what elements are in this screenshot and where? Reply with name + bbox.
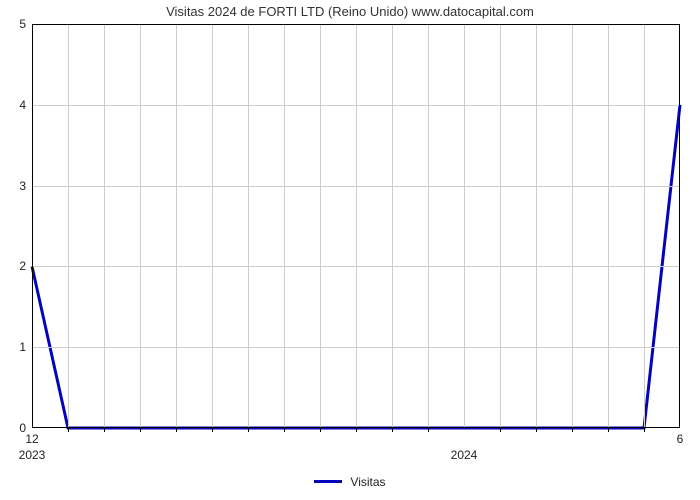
chart-container: Visitas 2024 de FORTI LTD (Reino Unido) … bbox=[0, 0, 700, 500]
x-minor-tick bbox=[536, 428, 537, 432]
gridline-vertical bbox=[464, 24, 465, 428]
x-minor-tick bbox=[392, 428, 393, 432]
x-minor-tick bbox=[284, 428, 285, 432]
gridline-vertical bbox=[428, 24, 429, 428]
x-minor-tick bbox=[320, 428, 321, 432]
x-major-label: 2024 bbox=[451, 448, 478, 462]
x-minor-tick bbox=[572, 428, 573, 432]
gridline-vertical bbox=[248, 24, 249, 428]
x-minor-tick bbox=[608, 428, 609, 432]
x-minor-tick bbox=[428, 428, 429, 432]
y-tick-label: 1 bbox=[19, 340, 26, 354]
axis-line bbox=[32, 24, 33, 428]
axis-line bbox=[679, 24, 680, 428]
gridline-vertical bbox=[176, 24, 177, 428]
x-minor-tick bbox=[68, 428, 69, 432]
x-minor-tick bbox=[212, 428, 213, 432]
x-minor-tick bbox=[248, 428, 249, 432]
axis-line bbox=[32, 24, 680, 25]
gridline-vertical bbox=[500, 24, 501, 428]
gridline-vertical bbox=[572, 24, 573, 428]
gridline-vertical bbox=[68, 24, 69, 428]
x-minor-tick bbox=[176, 428, 177, 432]
y-tick-label: 5 bbox=[19, 17, 26, 31]
x-minor-tick bbox=[356, 428, 357, 432]
legend-label: Visitas bbox=[350, 475, 385, 489]
x-minor-tick bbox=[500, 428, 501, 432]
y-tick-label: 3 bbox=[19, 179, 26, 193]
gridline-vertical bbox=[356, 24, 357, 428]
gridline-vertical bbox=[320, 24, 321, 428]
x-minor-tick bbox=[140, 428, 141, 432]
x-tick-label: 6 bbox=[677, 432, 684, 446]
plot-area: 01234512620232024 bbox=[32, 24, 680, 428]
x-minor-tick bbox=[104, 428, 105, 432]
chart-title: Visitas 2024 de FORTI LTD (Reino Unido) … bbox=[0, 4, 700, 19]
gridline-vertical bbox=[140, 24, 141, 428]
gridline-vertical bbox=[644, 24, 645, 428]
x-major-label: 2023 bbox=[19, 448, 46, 462]
legend: Visitas bbox=[0, 474, 700, 489]
y-tick-label: 2 bbox=[19, 259, 26, 273]
gridline-vertical bbox=[284, 24, 285, 428]
x-minor-tick bbox=[644, 428, 645, 432]
gridline-vertical bbox=[212, 24, 213, 428]
gridline-vertical bbox=[392, 24, 393, 428]
legend-swatch bbox=[314, 480, 342, 483]
x-tick-label: 12 bbox=[25, 432, 38, 446]
gridline-vertical bbox=[608, 24, 609, 428]
gridline-vertical bbox=[104, 24, 105, 428]
gridline-vertical bbox=[536, 24, 537, 428]
y-tick-label: 4 bbox=[19, 98, 26, 112]
